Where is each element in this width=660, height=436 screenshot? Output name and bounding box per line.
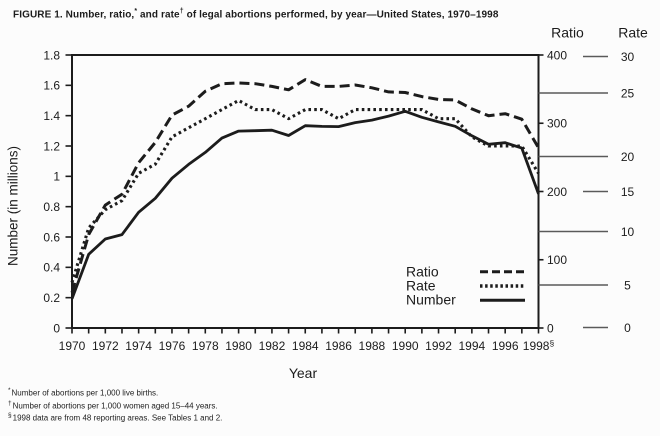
year-tick-label: 1972 [92, 339, 119, 353]
footnote-marker: § [8, 412, 12, 420]
figure-title: FIGURE 1. Number, ratio,* and rate† of l… [13, 8, 499, 21]
footnote-marker: * [8, 387, 11, 394]
ratio-tick-label: 0 [547, 321, 554, 335]
year-tick-label: 1990 [392, 339, 419, 353]
rate-tick-label: 20 [621, 150, 635, 164]
number-tick-label: 0.6 [43, 230, 60, 244]
number-tick-label: 0.8 [43, 200, 60, 214]
plot-frame [71, 54, 540, 329]
legend-label-number: Number [406, 292, 456, 308]
ratio-tick-label: 200 [547, 185, 567, 199]
year-tick-label: 1994 [459, 339, 486, 353]
number-tick-label: 1.2 [43, 139, 60, 153]
year-tick-label: 1996 [492, 339, 519, 353]
rate-axis: 0 5 10 15 20 25 30 [538, 50, 635, 335]
year-tick-label: 1986 [325, 339, 352, 353]
footnote-rate-definition: †Number of abortions per 1,000 women age… [8, 399, 222, 412]
number-tick-label: 1.4 [43, 109, 60, 123]
rate-line [70, 98, 540, 283]
ratio-tick-label: 400 [547, 48, 567, 62]
number-tick-label: 1.6 [43, 79, 60, 93]
year-axis-title: Year [289, 365, 318, 381]
year-tick-label: 1998§ [523, 338, 555, 353]
rate-tick-label: 15 [621, 185, 635, 199]
year-axis: 1970 1972 1974 1976 1978 1980 1982 1984 1986 1988… [59, 328, 555, 353]
number-axis-title: Number (in millions) [6, 146, 21, 266]
number-tick-label: 0.2 [43, 291, 60, 305]
year-tick-label: 1984 [292, 339, 319, 353]
footnote-ratio-definition: *Number of abortions per 1,000 live birt… [8, 386, 222, 399]
ratio-axis-title: Ratio [551, 25, 584, 41]
number-axis: 0 0.2 0.4 0.6 0.8 1 1.2 1.4 1.6 1.8 [43, 48, 72, 335]
number-tick-label: 0 [53, 321, 60, 335]
plot-frame-rect [71, 54, 540, 329]
rate-axis-title: Rate [618, 25, 648, 41]
year-tick-label: 1982 [259, 339, 286, 353]
rate-tick-label: 0 [624, 321, 631, 335]
ratio-axis: 0 100 200 300 400 [538, 48, 567, 335]
year-tick-label: 1974 [125, 339, 152, 353]
rate-tick-label: 5 [624, 278, 631, 292]
rate-tick-label: 10 [621, 225, 635, 239]
rate-tick-label: 30 [621, 50, 635, 64]
ratio-line [70, 78, 540, 293]
footnote-text: 1998 data are from 48 reporting areas. S… [12, 413, 223, 423]
year-tick-label: 1980 [225, 339, 252, 353]
ratio-tick-label: 300 [547, 117, 567, 131]
legend-label-rate: Rate [406, 278, 436, 294]
year-tick-label: 1978 [192, 339, 219, 353]
footnote-marker: † [8, 399, 12, 407]
year-tick-label: 1988 [359, 339, 386, 353]
number-tick-label: 0.4 [43, 261, 60, 275]
data-series-lines [70, 78, 540, 300]
number-tick-label: 1.8 [43, 48, 60, 62]
footnote-text: Number of abortions per 1,000 live birth… [11, 388, 159, 398]
footnotes: *Number of abortions per 1,000 live birt… [8, 386, 222, 424]
number-line [70, 109, 540, 300]
legend-label-ratio: Ratio [406, 263, 439, 279]
footnote-text: Number of abortions per 1,000 women aged… [12, 401, 218, 411]
ratio-tick-label: 100 [547, 253, 567, 267]
footnote-1998-data: §1998 data are from 48 reporting areas. … [8, 411, 222, 424]
number-tick-label: 1 [53, 170, 60, 184]
year-tick-label: 1970 [59, 339, 86, 353]
year-tick-label: 1992 [425, 339, 452, 353]
year-tick-label: 1976 [159, 339, 186, 353]
rate-tick-label: 25 [621, 86, 635, 100]
